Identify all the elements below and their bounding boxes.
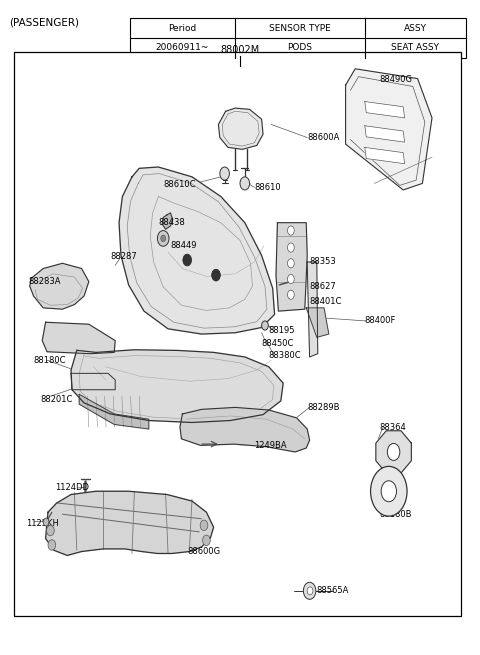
Polygon shape	[306, 308, 329, 337]
Polygon shape	[307, 262, 318, 357]
Polygon shape	[180, 407, 310, 452]
Circle shape	[387, 443, 400, 460]
Circle shape	[43, 518, 49, 526]
Text: 1124DD: 1124DD	[55, 483, 89, 493]
Circle shape	[240, 177, 250, 190]
Polygon shape	[30, 263, 89, 309]
Text: 88627: 88627	[310, 282, 336, 291]
Text: 88565A: 88565A	[317, 586, 349, 595]
Text: 88353: 88353	[310, 257, 336, 267]
Polygon shape	[346, 69, 432, 190]
Polygon shape	[162, 213, 173, 229]
Circle shape	[288, 290, 294, 299]
Text: (PASSENGER): (PASSENGER)	[10, 18, 80, 28]
Circle shape	[288, 226, 294, 235]
Text: Period: Period	[168, 24, 196, 33]
Circle shape	[48, 540, 56, 550]
Text: 1249BA: 1249BA	[254, 441, 287, 450]
Circle shape	[212, 269, 220, 281]
Text: 88287: 88287	[110, 252, 137, 261]
Bar	[14, 52, 461, 616]
Circle shape	[381, 481, 396, 502]
Text: 88364: 88364	[379, 422, 406, 432]
Polygon shape	[218, 108, 263, 149]
Circle shape	[200, 520, 208, 531]
Circle shape	[157, 231, 169, 246]
Polygon shape	[365, 126, 405, 142]
Text: 88490G: 88490G	[379, 75, 412, 84]
Circle shape	[262, 321, 268, 330]
Text: 88380C: 88380C	[269, 350, 301, 360]
Text: 88201C: 88201C	[41, 395, 73, 404]
Text: 1125KH: 1125KH	[26, 519, 59, 529]
Text: 20060911~: 20060911~	[156, 43, 209, 52]
Text: 88180B: 88180B	[379, 510, 412, 519]
Polygon shape	[119, 167, 275, 334]
Text: 88002M: 88002M	[220, 45, 260, 55]
Circle shape	[288, 274, 294, 284]
Polygon shape	[376, 431, 411, 473]
Polygon shape	[276, 223, 307, 311]
Polygon shape	[79, 394, 149, 429]
Circle shape	[307, 587, 313, 595]
Text: 88289B: 88289B	[307, 403, 340, 412]
Bar	[130, 18, 466, 58]
Text: 88400F: 88400F	[365, 316, 396, 326]
Circle shape	[183, 254, 192, 266]
Text: 88401C: 88401C	[310, 297, 342, 306]
Circle shape	[220, 167, 229, 180]
Text: 88610C: 88610C	[163, 180, 196, 189]
Circle shape	[288, 243, 294, 252]
Circle shape	[47, 525, 54, 536]
Text: 88610: 88610	[254, 183, 281, 192]
Polygon shape	[71, 350, 283, 422]
Text: ASSY: ASSY	[404, 24, 427, 33]
Text: 88283A: 88283A	[29, 277, 61, 286]
Polygon shape	[365, 102, 405, 118]
Text: 88600A: 88600A	[307, 133, 339, 142]
Text: 88600G: 88600G	[187, 547, 220, 556]
Circle shape	[371, 466, 407, 516]
Circle shape	[161, 235, 166, 242]
Text: 88195: 88195	[269, 326, 295, 335]
Circle shape	[288, 259, 294, 268]
Text: 88450C: 88450C	[262, 339, 294, 348]
Polygon shape	[46, 491, 214, 555]
Polygon shape	[42, 322, 115, 354]
Text: SEAT ASSY: SEAT ASSY	[391, 43, 439, 52]
Text: 88438: 88438	[158, 218, 185, 227]
Text: SENSOR TYPE: SENSOR TYPE	[269, 24, 331, 33]
Text: 88449: 88449	[170, 241, 197, 250]
Text: 88180C: 88180C	[34, 356, 66, 365]
Circle shape	[303, 582, 316, 599]
Circle shape	[203, 535, 210, 546]
Polygon shape	[365, 147, 405, 164]
Text: PODS: PODS	[288, 43, 312, 52]
